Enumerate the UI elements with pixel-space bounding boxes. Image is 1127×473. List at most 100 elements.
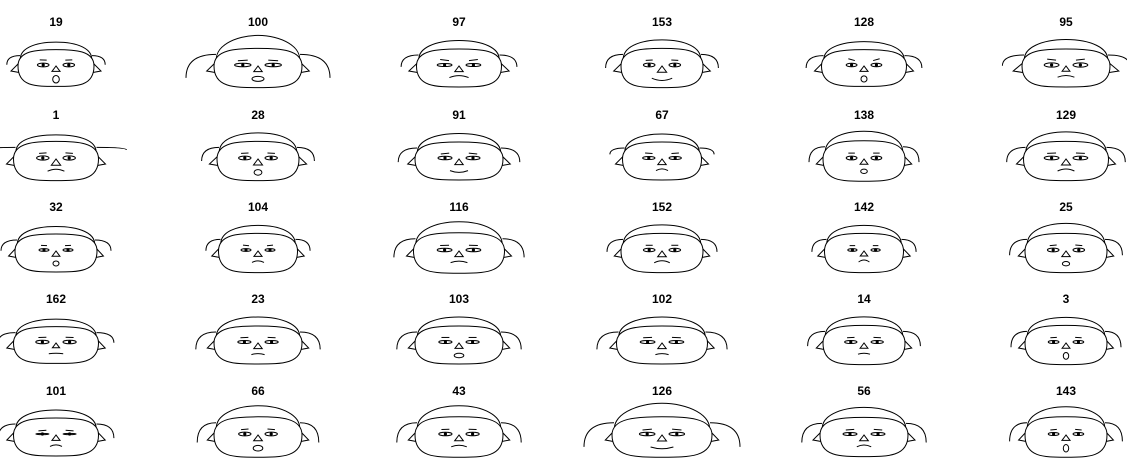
left-pupil <box>443 248 447 252</box>
left-eye <box>36 155 50 161</box>
face-outline <box>1022 140 1110 182</box>
mouth <box>655 168 669 172</box>
right-brow <box>873 428 883 431</box>
right-pupil <box>269 156 273 160</box>
mouth <box>252 444 264 452</box>
face-label: 128 <box>854 15 874 29</box>
face-outline <box>14 233 98 273</box>
mouth <box>251 260 265 263</box>
left-ear <box>208 154 222 167</box>
face-glyph: 102 <box>596 292 728 365</box>
face-label: 116 <box>449 200 469 214</box>
face-glyph: 162 <box>0 292 115 364</box>
face-glyph: 14 <box>807 292 921 366</box>
left-brow <box>440 58 450 62</box>
right-pupil <box>1077 248 1081 252</box>
left-pupil <box>1050 63 1054 67</box>
face-glyph: 104 <box>205 200 311 274</box>
right-ear <box>294 154 308 167</box>
right-pupil <box>675 432 679 436</box>
nose <box>453 342 465 349</box>
left-pupil <box>646 340 650 344</box>
right-brow <box>65 429 74 432</box>
face-glyph: 32 <box>0 200 112 273</box>
face-outline <box>1024 324 1108 366</box>
left-eye <box>437 155 453 161</box>
left-eye <box>234 62 252 68</box>
right-eye <box>465 155 481 161</box>
left-pupil <box>241 63 245 67</box>
right-brow <box>267 428 275 431</box>
right-pupil <box>270 340 274 344</box>
face-glyph: 97 <box>400 15 518 88</box>
face-label: 67 <box>655 108 669 122</box>
left-brow <box>1049 244 1057 247</box>
left-eye <box>638 431 656 437</box>
mouth <box>860 75 868 83</box>
face-outline <box>1024 232 1108 274</box>
left-brow <box>242 244 250 247</box>
face-glyph: 28 <box>201 108 315 182</box>
left-brow <box>642 428 652 431</box>
right-eye <box>62 339 77 345</box>
face-glyph: 116 <box>393 200 525 274</box>
face-label: 153 <box>652 15 672 29</box>
nose <box>453 158 465 166</box>
face-glyph: 152 <box>606 200 718 274</box>
face-label: 14 <box>857 292 871 306</box>
left-brow <box>237 59 248 62</box>
right-brow <box>873 58 880 62</box>
face-glyph: 25 <box>1009 200 1123 274</box>
hair <box>801 406 927 443</box>
right-brow <box>671 152 679 155</box>
face-label: 143 <box>1056 384 1076 398</box>
right-pupil <box>874 248 878 252</box>
left-pupil <box>42 248 46 252</box>
face-outline <box>615 325 709 365</box>
left-brow <box>440 152 450 155</box>
mouth <box>48 352 64 355</box>
face-label: 102 <box>652 292 672 306</box>
left-eye <box>238 431 252 437</box>
nose <box>252 434 264 442</box>
left-eye <box>642 62 656 68</box>
hair <box>596 316 728 350</box>
face-label: 32 <box>49 200 63 214</box>
right-eye <box>870 155 883 161</box>
face-outline <box>414 325 504 365</box>
right-ear <box>1105 61 1120 74</box>
face-outline <box>820 49 908 87</box>
nose <box>50 434 62 441</box>
face-label: 1 <box>53 108 60 122</box>
mouth <box>453 352 465 359</box>
left-brow <box>645 152 653 155</box>
left-eye <box>438 431 453 437</box>
mouth <box>251 353 265 356</box>
face-outline <box>216 140 300 182</box>
face-label: 138 <box>854 108 874 122</box>
left-eye <box>1046 247 1060 253</box>
nose <box>1060 434 1072 441</box>
right-eye <box>264 155 278 161</box>
hair <box>609 133 715 158</box>
left-ear <box>407 61 421 74</box>
face-label: 56 <box>857 384 871 398</box>
face-outline <box>17 49 95 87</box>
right-pupil <box>269 432 273 436</box>
nose <box>656 158 668 166</box>
mouth <box>49 444 63 447</box>
nose <box>1060 158 1072 166</box>
left-eye <box>36 62 50 68</box>
mouth <box>451 444 467 448</box>
nose <box>50 158 62 166</box>
left-brow <box>38 429 47 432</box>
nose <box>1061 342 1071 349</box>
right-brow <box>65 152 73 154</box>
face-outline <box>1021 48 1111 88</box>
face-label: 43 <box>452 384 466 398</box>
nose <box>252 250 264 257</box>
right-eye <box>668 431 686 437</box>
face-label: 25 <box>1059 200 1073 214</box>
face-label: 3 <box>1063 292 1070 306</box>
